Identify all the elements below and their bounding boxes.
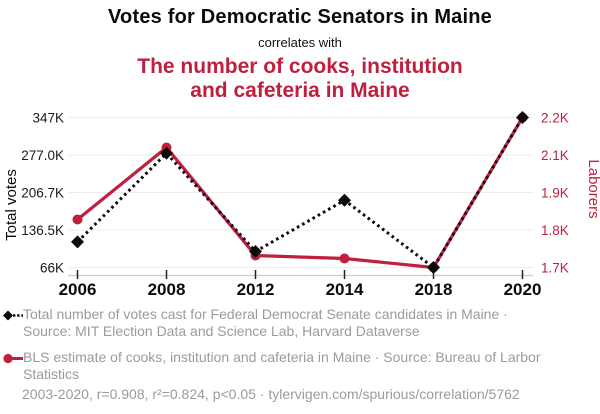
correlates-with-subtitle: correlates with (258, 35, 342, 50)
left-axis-tick-label: 347K (32, 111, 64, 126)
right-axis-tick-label: 1.7K (541, 261, 569, 276)
x-axis-tick-label: 2014 (326, 280, 364, 299)
cooks-data-point (339, 253, 350, 264)
cooks-series-legend-icon (3, 353, 23, 364)
right-axis-tick-label: 1.8K (541, 223, 569, 238)
right-axis-title: Laborers (585, 159, 600, 218)
page-title: Votes for Democratic Senators in Maine (108, 6, 492, 28)
legend-entry-votes: Total number of votes cast for Federal D… (3, 306, 563, 339)
votes-series-legend-icon (3, 310, 23, 321)
x-axis-tick-label: 2012 (237, 280, 275, 299)
right-axis-tick-label: 2.1K (541, 148, 569, 163)
left-axis-tick-label: 66K (40, 261, 64, 276)
votes-data-point (160, 146, 173, 160)
votes-data-point (249, 244, 262, 258)
left-axis-tick-label: 206.7K (21, 186, 64, 201)
secondary-title-line1: The number of cooks, institution (137, 55, 463, 78)
chart-canvas: Total votes Laborers 347K 2.2K 277.0K 2.1K 2… (3, 111, 600, 300)
votes-data-point (71, 235, 84, 249)
secondary-title: The number of cooks, institution and caf… (0, 55, 600, 103)
x-axis-tick-label: 2006 (59, 280, 97, 299)
left-axis-title: Total votes (3, 169, 20, 241)
right-axis-tick-label: 2.2K (541, 111, 569, 126)
x-axis-tick-label: 2020 (504, 280, 542, 299)
legend: Total number of votes cast for Federal D… (3, 306, 563, 392)
legend-label-cooks: BLS estimate of cooks, institution and c… (23, 349, 541, 382)
x-axis-tick-label: 2018 (415, 280, 453, 299)
cooks-series-line (76, 116, 524, 270)
x-axis-tick-label: 2008 (148, 280, 186, 299)
cooks-data-point (72, 214, 83, 225)
left-axis-tick-label: 277.0K (21, 148, 64, 163)
footer-stats: 2003-2020, r=0.908, r²=0.824, p<0.05 · t… (22, 386, 520, 402)
right-axis-tick-label: 1.9K (541, 186, 569, 201)
legend-entry-cooks: BLS estimate of cooks, institution and c… (3, 349, 563, 382)
votes-data-point (427, 261, 440, 274)
secondary-title-line2: and cafeteria in Maine (190, 79, 410, 102)
legend-label-votes: Total number of votes cast for Federal D… (23, 306, 508, 339)
votes-data-point (338, 193, 351, 207)
votes-data-point (516, 111, 529, 124)
left-axis-tick-label: 136.5K (21, 223, 64, 238)
